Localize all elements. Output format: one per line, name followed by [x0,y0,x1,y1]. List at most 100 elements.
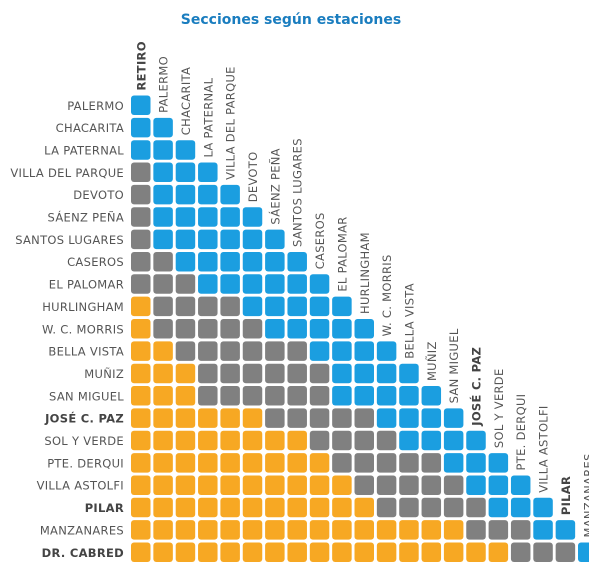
cell [265,341,285,361]
cell [309,386,330,406]
cell [287,520,307,540]
cell [332,542,352,562]
cell [555,520,576,540]
cell [153,274,173,294]
cell [399,475,419,495]
row-label: CHACARITA [56,121,124,135]
cell [510,475,531,495]
row-label: EL PALOMAR [49,278,124,292]
cell [153,229,173,250]
cell [198,520,218,540]
cell [175,475,196,495]
cell [332,497,352,518]
cell [175,251,196,272]
cell [376,386,397,406]
cell [131,430,151,451]
cell [153,296,173,317]
cell [287,363,307,384]
cell [131,274,151,294]
cell [131,251,151,272]
cell [309,453,330,473]
cell [399,453,419,473]
cell [287,251,307,272]
cell [153,341,173,361]
cell [332,430,352,451]
cell [153,475,173,495]
column-label: LA PATERNAL [201,77,215,157]
cell [421,453,442,473]
cell [153,184,173,205]
cell [220,475,240,495]
cell [488,520,509,540]
cell [153,386,173,406]
row-label: DEVOTO [73,188,124,202]
column-label: JOSÉ C. PAZ [469,347,484,427]
cell [175,274,196,294]
cell [131,408,151,428]
cell [220,430,240,451]
cell [309,520,330,540]
cell [488,542,509,562]
cell [153,453,173,473]
cell [198,319,218,339]
cell [242,341,263,361]
row-label: PTE. DERQUI [47,456,124,470]
cell [265,229,285,250]
cell [198,229,218,250]
cell [242,408,263,428]
cell [354,497,374,518]
cell [131,341,151,361]
cell [309,542,330,562]
cell [131,296,151,317]
cell [220,184,240,205]
cell [265,453,285,473]
cell [198,341,218,361]
cell [332,475,352,495]
cell [198,184,218,205]
column-label: CHACARITA [179,67,193,135]
cell [242,386,263,406]
cell [175,229,196,250]
cell [510,542,531,562]
cell [533,497,553,518]
cell [399,430,419,451]
cell [242,497,263,518]
cell [198,251,218,272]
cell [309,475,330,495]
cell [421,386,442,406]
cell [242,319,263,339]
cell [220,251,240,272]
cell [421,497,442,518]
cell [220,453,240,473]
cell [309,430,330,451]
cell [175,140,196,160]
column-label: SOL Y VERDE [492,368,506,448]
column-label: CASEROS [313,212,327,269]
cell [265,475,285,495]
cell [399,386,419,406]
cell [198,296,218,317]
cell [578,542,589,562]
cell [332,319,352,339]
cell [287,430,307,451]
cell [309,274,330,294]
cell [399,542,419,562]
cell [131,162,151,183]
cell [399,497,419,518]
cell [242,430,263,451]
row-label: PALERMO [67,99,124,113]
column-label: SAN MIGUEL [447,328,461,403]
column-label: EL PALOMAR [335,216,349,291]
cell [242,453,263,473]
cell [443,497,464,518]
cell [220,341,240,361]
cell [354,341,374,361]
cell [242,229,263,250]
cell [153,117,173,138]
cell [376,475,397,495]
cell [220,319,240,339]
cell [220,542,240,562]
cell [332,341,352,361]
cell [198,207,218,227]
cell [175,430,196,451]
